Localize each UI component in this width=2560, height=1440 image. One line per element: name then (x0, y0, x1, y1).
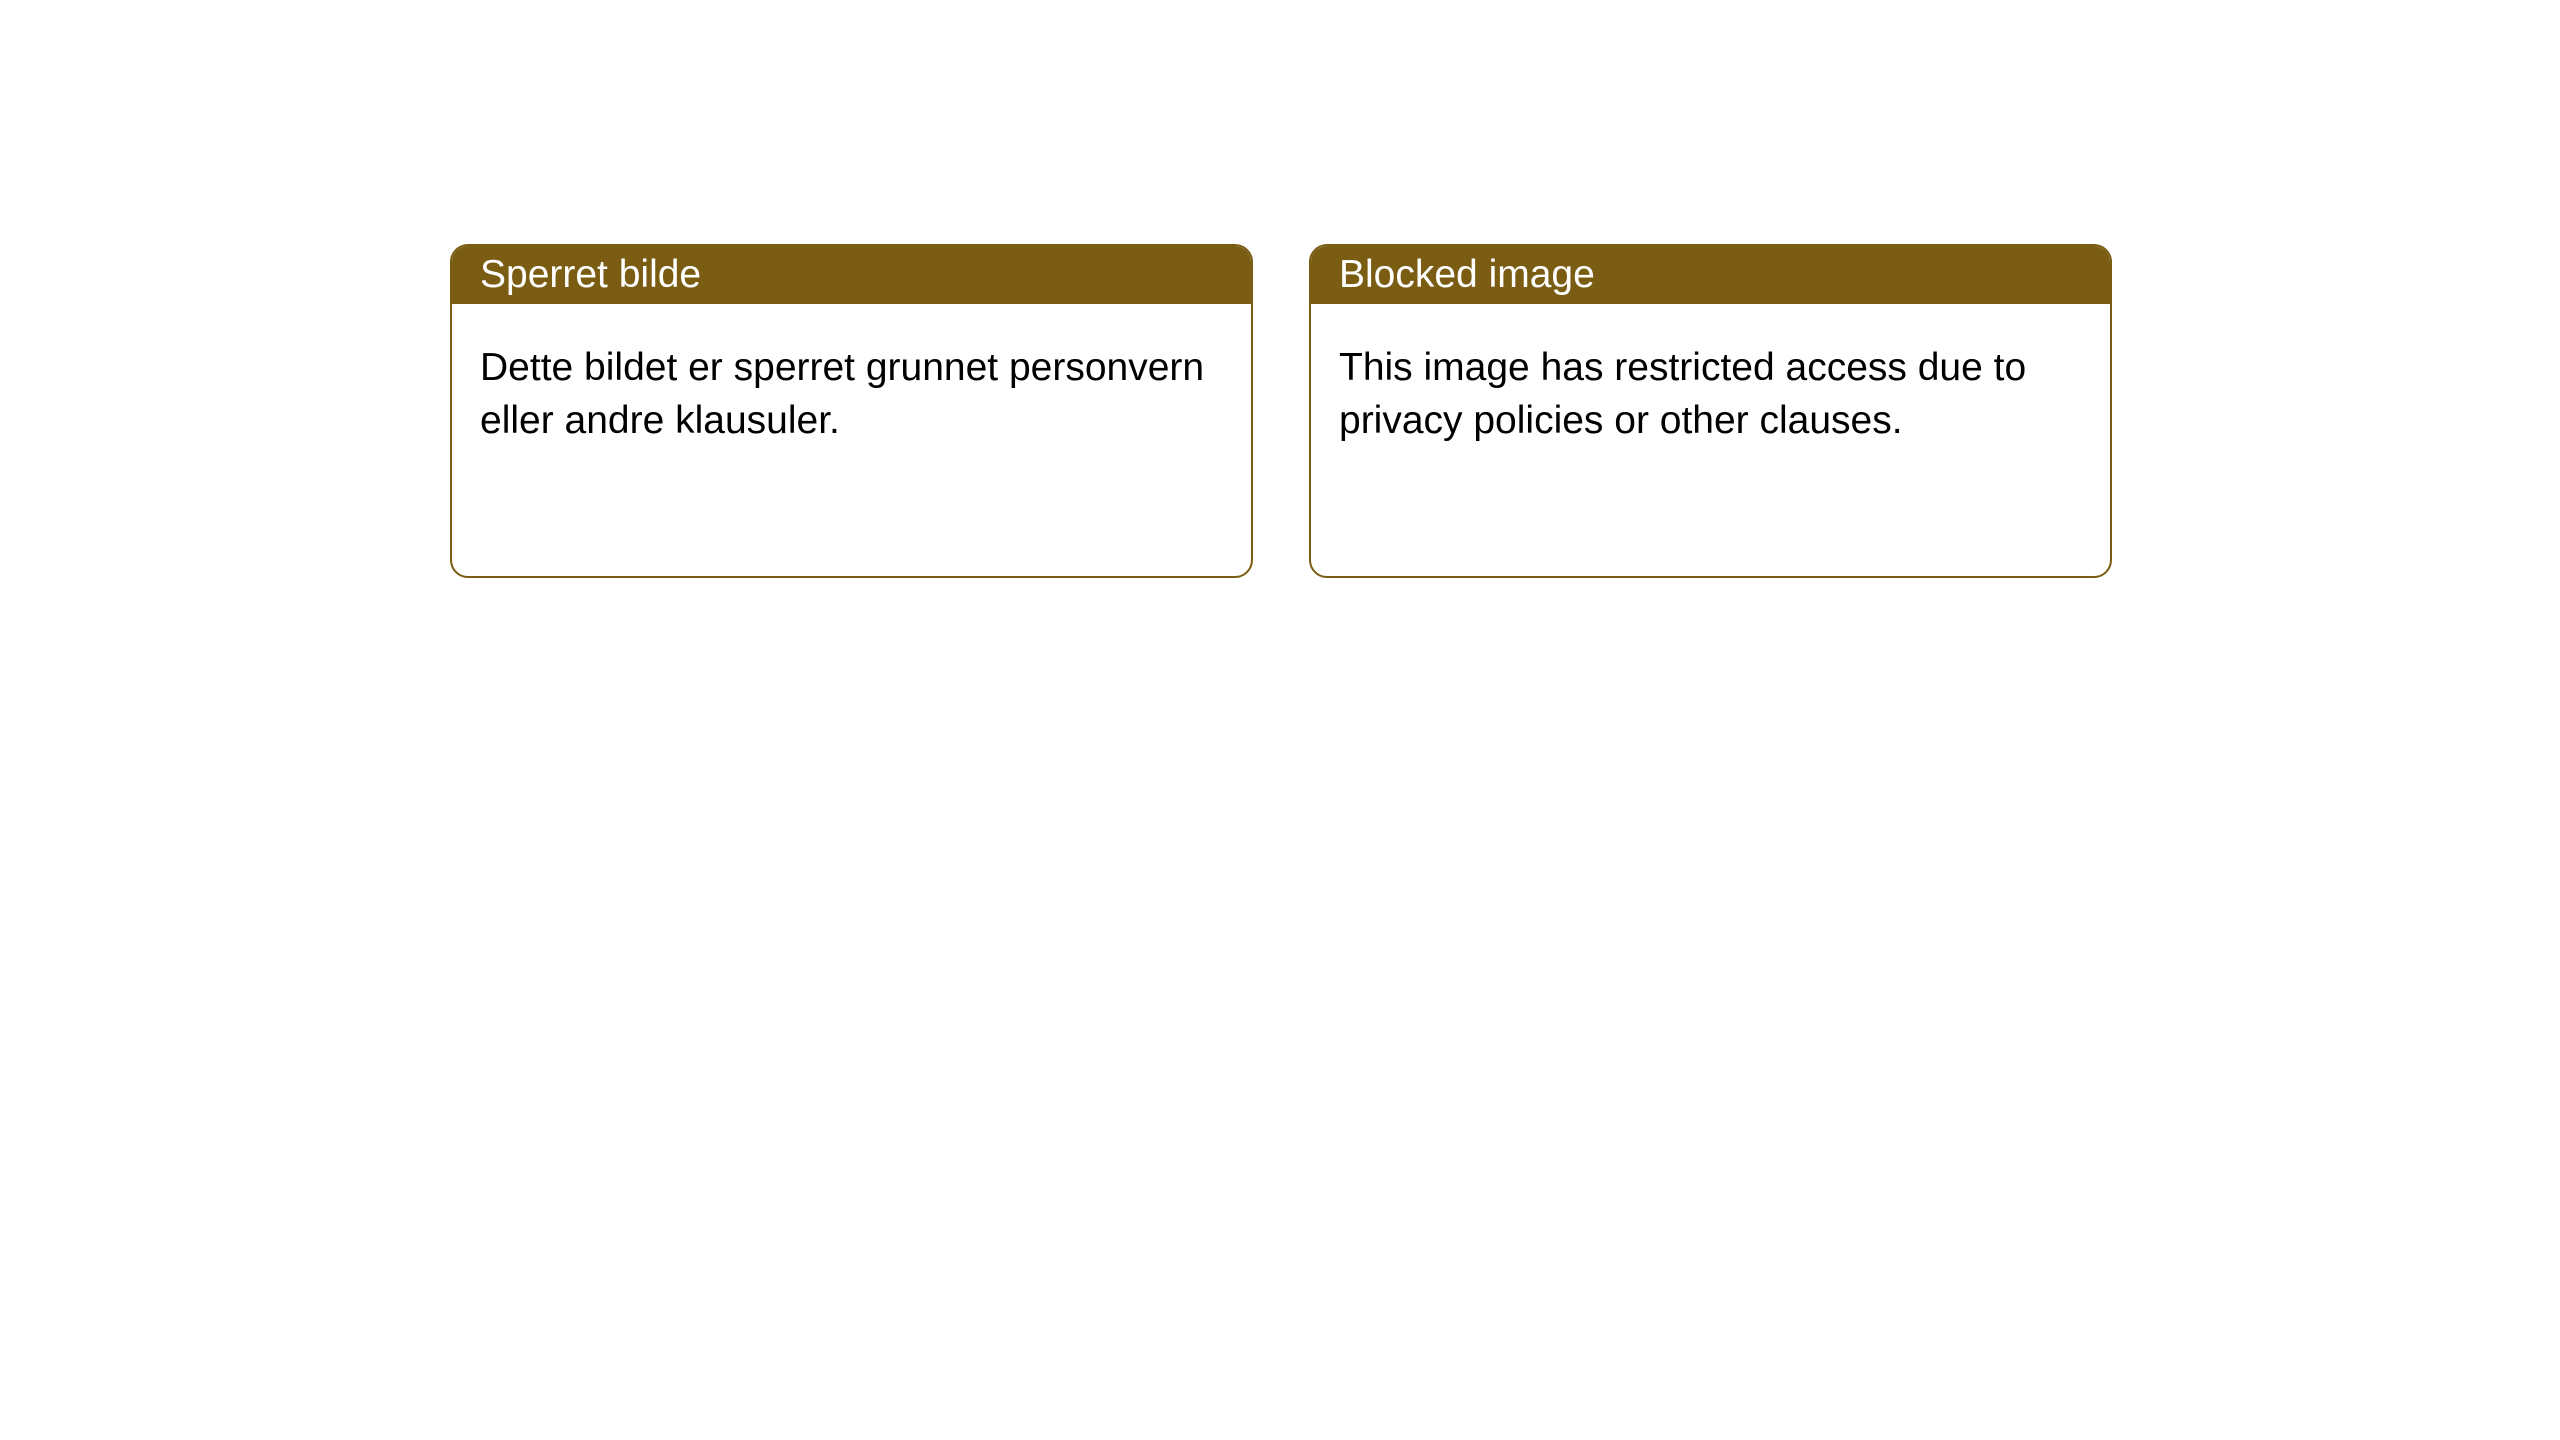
message-header-en: Blocked image (1311, 246, 2110, 304)
header-text-en: Blocked image (1339, 253, 1595, 297)
body-text-en: This image has restricted access due to … (1339, 346, 2026, 442)
message-container: Sperret bilde Dette bildet er sperret gr… (450, 244, 2112, 578)
message-body-en: This image has restricted access due to … (1311, 304, 2110, 485)
blocked-image-notice-no: Sperret bilde Dette bildet er sperret gr… (450, 244, 1253, 578)
body-text-no: Dette bildet er sperret grunnet personve… (480, 346, 1204, 442)
message-header-no: Sperret bilde (452, 246, 1251, 304)
header-text-no: Sperret bilde (480, 253, 701, 297)
message-body-no: Dette bildet er sperret grunnet personve… (452, 304, 1251, 485)
blocked-image-notice-en: Blocked image This image has restricted … (1309, 244, 2112, 578)
